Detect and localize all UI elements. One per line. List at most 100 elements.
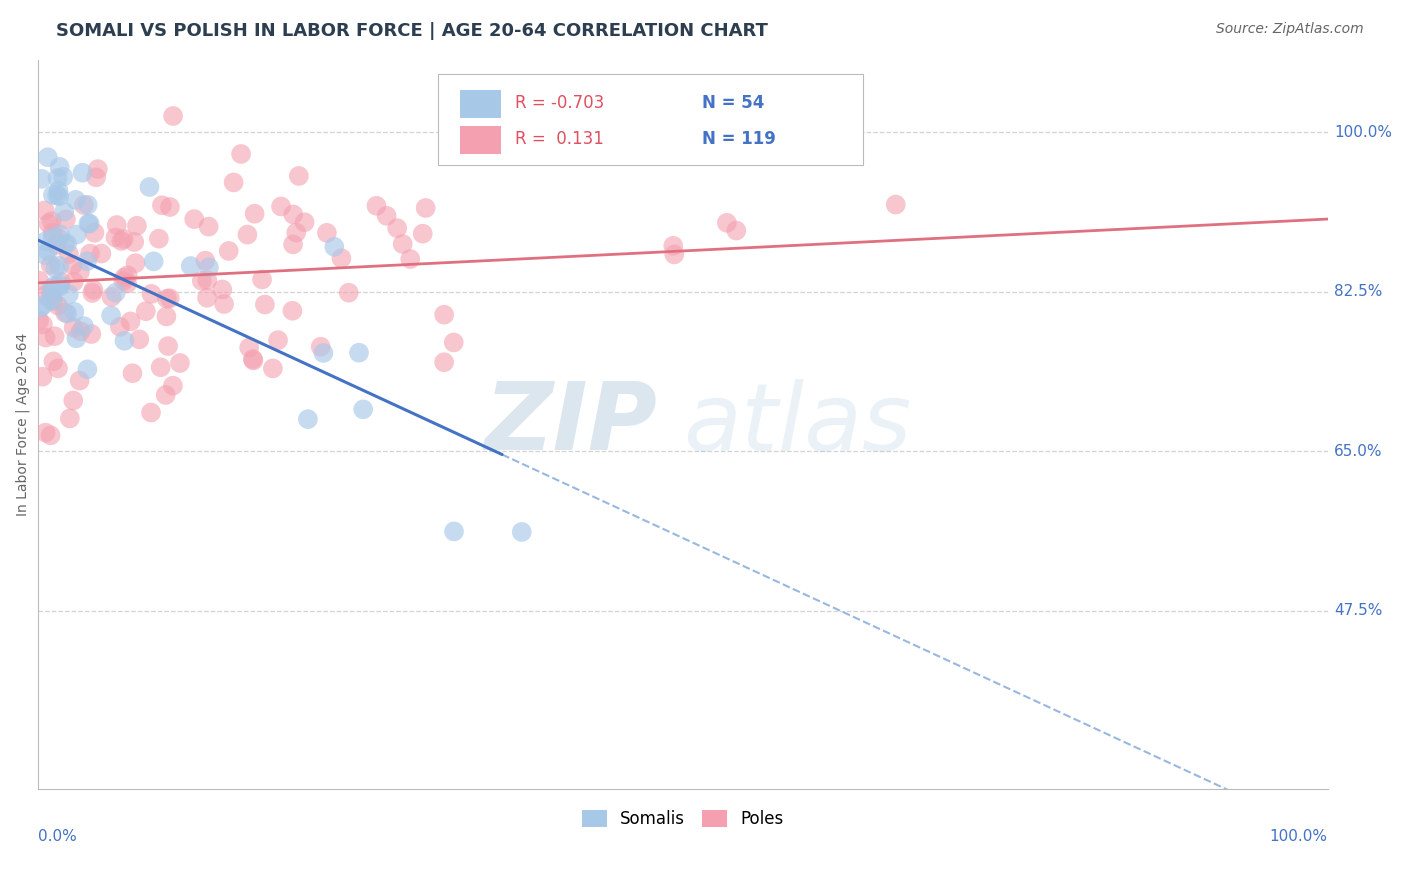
Text: 82.5%: 82.5% [1334,285,1382,300]
Point [105,218,128,232]
Point [32,318,55,332]
Point [155,388,177,402]
Point [125,219,148,233]
Text: R = -0.703: R = -0.703 [515,95,605,112]
Point [83,226,105,240]
Point [159,200,181,214]
Point [250,272,273,286]
Point [366,199,388,213]
FancyBboxPatch shape [437,74,863,165]
Point [139,405,162,419]
Point [44,329,66,343]
Text: R =  0.131: R = 0.131 [515,130,605,148]
Point [110,234,132,248]
Point [510,524,533,539]
FancyBboxPatch shape [460,90,501,118]
Point [76,362,98,376]
Point [58,247,80,261]
Point [197,219,219,234]
Text: 65.0%: 65.0% [1334,444,1382,458]
Point [39,428,62,442]
Legend: Somalis, Poles: Somalis, Poles [575,804,790,835]
Point [69,374,91,388]
Point [664,247,686,261]
Point [108,319,131,334]
Point [884,197,907,211]
Point [412,227,434,241]
Point [262,361,284,376]
Point [46,298,69,312]
Point [283,207,305,221]
Point [375,209,398,223]
Point [37,150,59,164]
Point [34,425,56,440]
Point [112,270,135,285]
Point [49,277,72,292]
Point [312,346,335,360]
Point [337,285,360,300]
Y-axis label: In Labor Force | Age 20-64: In Labor Force | Age 20-64 [15,333,30,516]
Point [347,345,370,359]
Point [114,334,136,348]
Point [46,188,69,202]
Point [180,259,202,273]
Point [104,285,127,300]
Point [281,303,304,318]
Point [63,275,86,289]
Point [267,333,290,347]
Point [242,352,264,367]
Point [31,171,53,186]
Point [323,240,346,254]
Point [76,254,98,268]
Point [31,299,53,313]
Point [212,297,235,311]
Point [52,169,75,184]
Point [34,330,56,344]
Point [30,301,52,315]
Point [148,232,170,246]
Point [156,292,179,306]
Point [73,198,96,212]
Point [34,248,56,262]
Point [53,306,76,320]
Point [79,246,101,260]
Point [41,226,63,240]
Point [34,288,56,302]
Point [141,286,163,301]
Point [242,353,264,368]
Point [45,238,67,252]
Point [194,253,217,268]
Point [48,259,70,273]
Point [385,221,408,235]
Point [288,169,311,183]
Point [309,340,332,354]
Point [159,291,181,305]
Point [236,227,259,242]
Text: 47.5%: 47.5% [1334,603,1382,618]
Text: Source: ZipAtlas.com: Source: ZipAtlas.com [1216,22,1364,37]
Point [229,147,252,161]
Point [443,524,465,539]
Point [115,277,138,291]
Point [391,237,413,252]
Point [44,261,66,276]
Point [285,226,308,240]
Point [183,212,205,227]
Point [42,354,65,368]
Point [162,378,184,392]
Point [59,411,82,425]
Point [49,227,72,242]
Point [31,369,53,384]
Point [38,217,60,231]
Point [39,281,62,295]
Point [55,212,77,227]
Point [28,274,51,288]
Point [77,217,100,231]
Point [66,227,89,242]
Point [112,274,135,288]
Point [48,279,70,293]
Point [716,216,738,230]
FancyBboxPatch shape [460,126,501,153]
Point [41,231,63,245]
Point [42,279,65,293]
